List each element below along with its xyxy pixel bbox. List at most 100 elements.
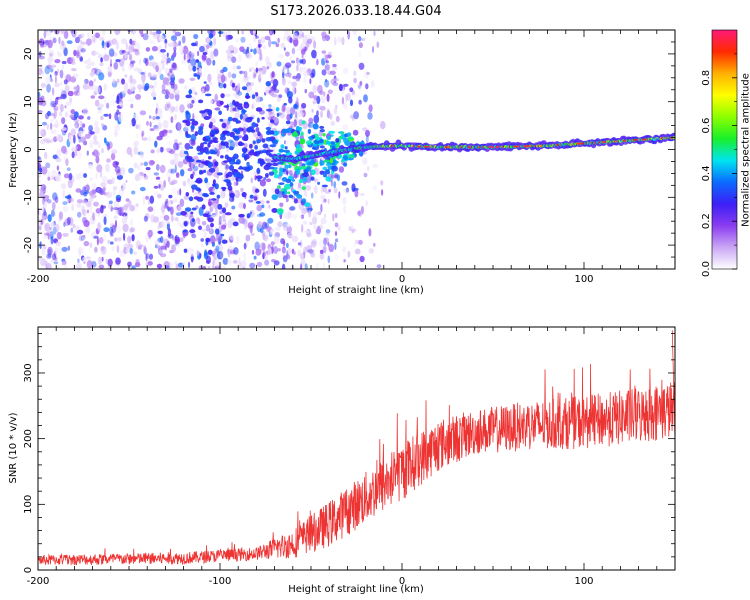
- spectrogram-noise-blob: [285, 62, 292, 68]
- spectrogram-noise-blob: [329, 113, 333, 120]
- spectrogram-signal-blob: [182, 229, 188, 233]
- spectrogram-noise-blob: [270, 259, 277, 263]
- spectrogram-signal-blob: [309, 137, 313, 141]
- spectrogram-noise-blob: [60, 183, 67, 190]
- spectrogram-signal-blob: [219, 118, 224, 122]
- spectrogram-signal-blob: [193, 73, 198, 77]
- spectrogram-noise-blob: [143, 246, 147, 255]
- spectrogram-noise-blob: [96, 237, 99, 246]
- spectrogram-noise-blob: [323, 37, 327, 42]
- spectrogram-noise-blob: [273, 234, 276, 239]
- spectrogram-noise-blob: [315, 228, 320, 235]
- spectrogram-signal-blob: [302, 172, 309, 178]
- spectrogram-noise-blob: [224, 202, 229, 208]
- spectrogram-noise-blob: [169, 168, 176, 174]
- spectrogram-noise-blob: [211, 214, 218, 218]
- spectrogram-noise-blob: [246, 75, 252, 80]
- spectrogram-noise-blob: [150, 215, 155, 221]
- spectrogram-noise-blob: [107, 66, 113, 73]
- spectrogram-noise-blob: [125, 42, 128, 51]
- spectrogram-noise-blob: [91, 50, 97, 56]
- spectrogram-noise-blob: [282, 223, 287, 231]
- spectrogram-noise-blob: [203, 233, 207, 239]
- spectrogram-noise-blob: [330, 174, 335, 179]
- spectrogram-noise-blob: [129, 53, 133, 61]
- spectrogram-noise-blob: [167, 176, 171, 183]
- spectrogram-noise-blob: [88, 124, 93, 132]
- spectrogram-signal-blob: [299, 138, 306, 145]
- spectrogram-noise-blob: [297, 242, 302, 246]
- spectrogram-noise-blob: [107, 258, 113, 267]
- spectrogram-noise-blob: [101, 45, 104, 50]
- spectrogram-signal-blob: [277, 185, 281, 189]
- spectrogram-noise-blob: [154, 127, 160, 132]
- spectrogram-noise-blob: [175, 122, 182, 131]
- spectrogram-noise-blob: [311, 49, 317, 59]
- spectrogram-noise-blob: [90, 194, 97, 199]
- spectrogram-noise-blob: [285, 51, 290, 57]
- spectrogram-noise-blob: [254, 241, 260, 251]
- spectrogram-noise-blob: [367, 112, 373, 120]
- spectrogram-noise-blob: [232, 260, 238, 264]
- spectrogram-noise-blob: [167, 71, 174, 78]
- spectrogram-noise-blob: [145, 47, 151, 52]
- spectrogram-noise-blob: [171, 179, 178, 185]
- spectrogram-signal-blob: [265, 81, 271, 87]
- spectrogram-noise-blob: [249, 220, 254, 226]
- spectrogram-signal-blob: [190, 173, 194, 180]
- spectrogram-noise-blob: [112, 207, 120, 211]
- spectrogram-noise-blob: [301, 207, 308, 215]
- spectrogram-noise-blob: [212, 59, 216, 66]
- spectrogram-noise-blob: [262, 103, 265, 110]
- spectrogram-noise-blob: [90, 177, 93, 182]
- spectrogram-noise-blob: [82, 199, 87, 204]
- spectrogram-noise-blob: [136, 42, 141, 51]
- spectrogram-noise-blob: [40, 43, 45, 48]
- spectrogram-noise-blob: [166, 82, 170, 86]
- spectrogram-signal-blob: [281, 133, 285, 137]
- spectrogram-noise-blob: [174, 217, 179, 222]
- spectrogram-noise-blob: [100, 57, 103, 63]
- spectrogram-noise-blob: [136, 173, 142, 182]
- spectrogram-noise-blob: [239, 70, 245, 74]
- spectrogram-signal-blob: [223, 141, 229, 147]
- spectrogram-noise-blob: [255, 35, 259, 39]
- spectrogram-noise-blob: [143, 174, 149, 180]
- spectrogram-noise-blob: [38, 156, 41, 160]
- spectrogram-noise-blob: [124, 207, 131, 213]
- spectrogram-noise-blob: [116, 224, 121, 234]
- snr-xtick-label: -100: [209, 576, 232, 587]
- spectrogram-noise-blob: [46, 64, 52, 70]
- spectrogram-noise-blob: [312, 215, 318, 225]
- spectrogram-noise-blob: [105, 141, 110, 146]
- spectrogram-noise-blob: [225, 164, 230, 170]
- spectrogram-noise-blob: [286, 225, 293, 234]
- spectrogram-noise-blob: [44, 222, 51, 232]
- spectrogram-noise-blob: [198, 265, 203, 269]
- spectrogram-noise-blob: [152, 115, 156, 121]
- spectrogram-noise-blob: [341, 181, 348, 186]
- spectrogram-signal-blob: [343, 137, 349, 144]
- spectrogram-noise-blob: [190, 133, 197, 142]
- spectrogram-noise-blob: [174, 155, 180, 164]
- spectrogram-noise-blob: [319, 253, 325, 260]
- spectrogram-noise-blob: [100, 115, 104, 121]
- spectrogram-noise-blob: [78, 115, 84, 120]
- spectrogram-noise-blob: [322, 245, 327, 254]
- spectrogram-noise-blob: [304, 230, 310, 234]
- spectrogram-noise-blob: [187, 167, 193, 172]
- spectrogram-noise-blob: [351, 90, 356, 96]
- spectrogram-noise-blob: [53, 73, 57, 77]
- spectrogram-noise-blob: [75, 188, 82, 193]
- spectrogram-noise-blob: [135, 133, 139, 139]
- spectrogram-noise-blob: [326, 93, 330, 102]
- spectrogram-noise-blob: [349, 114, 355, 119]
- spectrogram-noise-blob: [73, 90, 78, 96]
- spectrogram-noise-blob: [250, 177, 253, 184]
- spectrogram-noise-blob: [201, 88, 205, 96]
- spectrogram-noise-blob: [57, 68, 60, 73]
- spectrogram-noise-blob: [141, 130, 145, 137]
- spectrogram-marks: [38, 30, 675, 269]
- spectrogram-signal-blob: [263, 164, 271, 171]
- spectrogram-noise-blob: [335, 115, 340, 123]
